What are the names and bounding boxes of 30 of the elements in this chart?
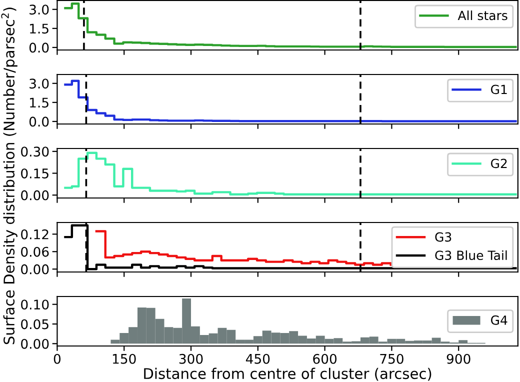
y-tick-label: 1.5 <box>30 24 48 34</box>
legend-label: G1 <box>490 84 507 94</box>
y-tick-label: 0.00 <box>21 264 49 274</box>
y-tick-label: 0.15 <box>21 168 48 178</box>
legend-label: All stars <box>458 10 508 20</box>
y-tick-label: 0.30 <box>21 146 49 157</box>
x-tick-label: 0 <box>54 354 61 364</box>
y-tick-label: 0.00 <box>21 338 49 349</box>
y-tick-label: 0.10 <box>21 300 49 310</box>
y-tick-label: 0.0 <box>29 116 49 127</box>
y-tick-label: 0.0 <box>29 42 49 53</box>
legend-label: G3 <box>435 232 452 242</box>
y-tick-label: 0.00 <box>21 190 49 200</box>
y-tick-label: 0.05 <box>21 319 48 330</box>
x-tick-label: 600 <box>313 354 337 364</box>
y-tick-label: 0.06 <box>21 246 49 257</box>
legend-label: G3 Blue Tail <box>435 250 507 260</box>
x-tick-label: 750 <box>380 354 404 364</box>
legend-label: G2 <box>490 158 507 168</box>
y-tick-label: 1.5 <box>30 98 48 108</box>
y-tick-label: 0.12 <box>21 229 48 240</box>
y-tick-label: 3.0 <box>30 78 49 89</box>
x-tick-label: 450 <box>246 354 270 364</box>
x-tick-label: 300 <box>179 354 203 364</box>
x-tick-label: 900 <box>446 354 470 364</box>
y-axis-title: Surface Density distribution (Number/parsec$^{2}$) <box>1 8 18 344</box>
x-tick-label: 150 <box>112 354 136 364</box>
x-axis-title: Distance from centre of cluster (arcsec) <box>144 368 432 381</box>
legend-label: G4 <box>490 315 508 325</box>
y-tick-label: 3.0 <box>30 4 49 15</box>
